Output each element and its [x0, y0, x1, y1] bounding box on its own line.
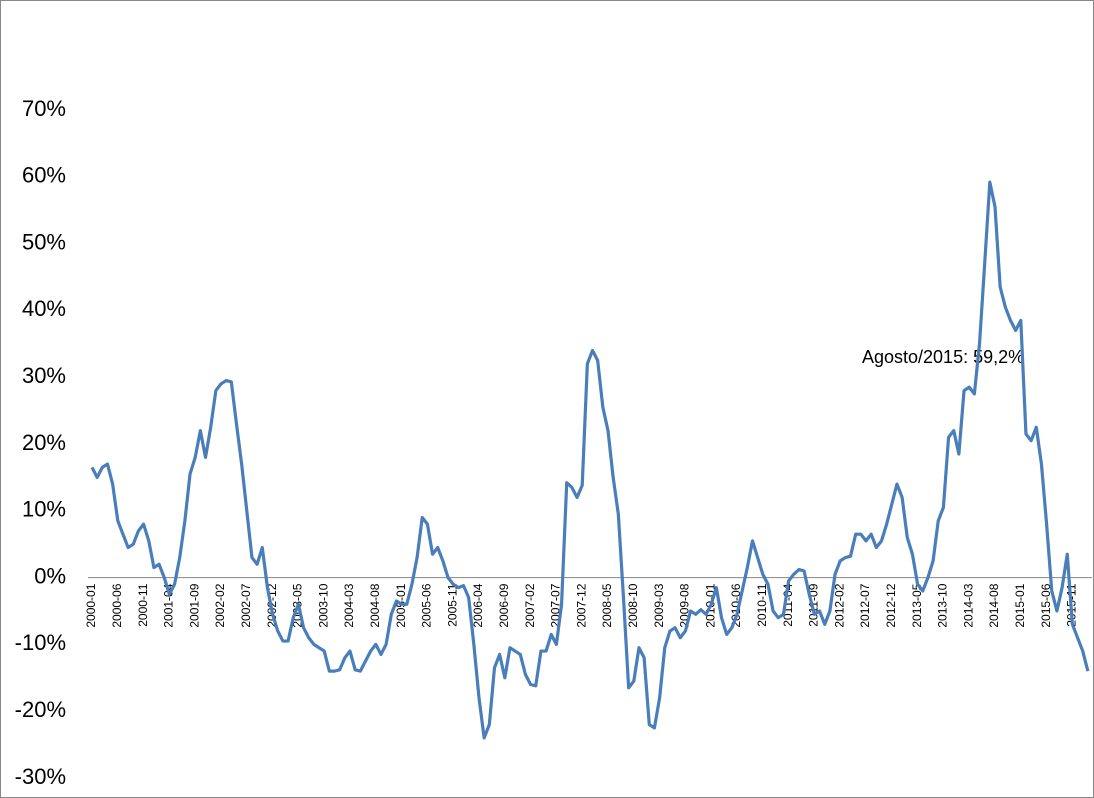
- x-tick-label: 2002-07: [239, 583, 253, 627]
- x-tick-label: 2015-01: [1013, 583, 1027, 627]
- y-tick-label: 10%: [22, 497, 66, 522]
- x-tick-label: 2012-12: [884, 583, 898, 627]
- x-tick-label: 2011-04: [781, 583, 795, 626]
- y-tick-label: 60%: [22, 163, 66, 188]
- data-line: [90, 180, 1090, 740]
- y-tick-label: -20%: [15, 697, 66, 722]
- x-tick-label: 2008-10: [626, 583, 640, 627]
- x-tick-label: 2010-11: [755, 583, 769, 626]
- x-tick-label: 2005-06: [420, 583, 434, 627]
- x-tick-label: 2012-07: [858, 583, 872, 627]
- x-tick-label: 2000-01: [84, 583, 98, 627]
- x-tick-label: 2001-04: [162, 583, 176, 627]
- y-tick-label: -30%: [15, 764, 66, 789]
- x-tick-label: 2006-09: [497, 583, 511, 627]
- x-tick-label: 2013-05: [910, 583, 924, 627]
- x-tick-label: 2000-06: [110, 583, 124, 627]
- x-tick-label: 2014-03: [961, 583, 975, 627]
- x-tick-label: 2008-05: [600, 583, 614, 627]
- x-tick-label: 2007-02: [523, 583, 537, 627]
- x-tick-label: 2001-09: [187, 583, 201, 627]
- x-tick-label: 2002-02: [213, 583, 227, 627]
- x-tick-label: 2010-06: [729, 583, 743, 627]
- x-tick-label: 2004-03: [342, 583, 356, 627]
- y-tick-label: 0%: [34, 563, 66, 588]
- x-tick-label: 2009-03: [652, 583, 666, 627]
- x-tick-label: 2014-08: [987, 583, 1001, 627]
- x-tick-label: 2015-06: [1039, 583, 1053, 627]
- y-tick-label: 20%: [22, 430, 66, 455]
- x-tick-label: 2003-10: [316, 583, 330, 627]
- y-tick-label: 50%: [22, 229, 66, 254]
- x-tick-label: 2005-11: [445, 583, 459, 626]
- y-tick-label: 40%: [22, 296, 66, 321]
- annotation: Agosto/2015: 59,2%: [862, 347, 1024, 367]
- x-tick-label: 2007-12: [574, 583, 588, 627]
- y-tick-label: -10%: [15, 630, 66, 655]
- x-tick-label: 2012-02: [832, 583, 846, 627]
- x-tick-label: 2004-08: [368, 583, 382, 627]
- y-tick-label: 30%: [22, 363, 66, 388]
- x-tick-label: 2013-10: [936, 583, 950, 627]
- x-tick-label: 2006-04: [471, 583, 485, 627]
- x-tick-label: 2000-11: [136, 583, 150, 626]
- y-tick-label: 70%: [22, 96, 66, 121]
